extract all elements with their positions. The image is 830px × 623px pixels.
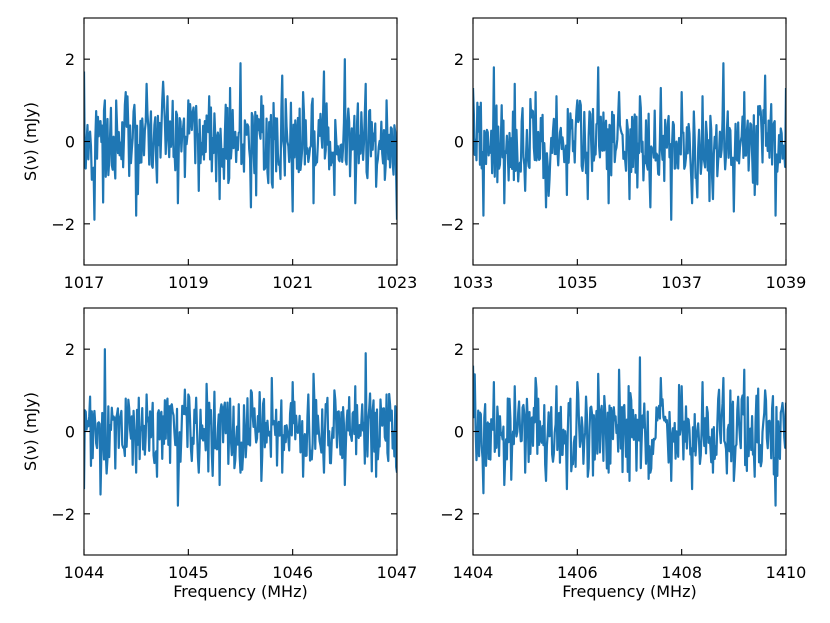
x-tick-label: 1023 [377,273,418,292]
x-tick-label: 1019 [168,273,209,292]
y-tick-label: 2 [454,50,464,69]
x-tick-label: 1408 [661,563,702,582]
y-tick-label: 0 [65,133,75,152]
x-tick-label: 1047 [377,563,418,582]
x-tick-label: 1046 [272,563,313,582]
y-tick-label: −2 [51,505,75,524]
series-line [84,58,397,221]
x-tick-label: 1410 [766,563,807,582]
y-axis-label: S(ν) (mJy) [21,102,40,181]
x-tick-label: 1033 [453,273,494,292]
series-line [473,356,786,507]
x-tick-label: 1044 [64,563,105,582]
y-tick-label: 2 [65,50,75,69]
subplot-1: 1017 1019 1021 1023 −2 0 2 S(ν) (mJy) [21,17,418,292]
y-tick-label: 2 [65,340,75,359]
x-tick-label: 1037 [661,273,702,292]
y-tick-label: −2 [440,505,464,524]
x-axis-label: Frequency (MHz) [173,582,307,601]
y-axis-label: S(ν) (mJy) [21,392,40,471]
x-tick-label: 1404 [453,563,494,582]
series-line [84,348,397,507]
y-tick-label: −2 [51,215,75,234]
y-tick-label: 2 [454,340,464,359]
x-tick-label: 1406 [557,563,598,582]
x-axis-label: Frequency (MHz) [562,582,696,601]
x-tick-label: 1017 [64,273,105,292]
subplot-2: 1033 1035 1037 1039 −2 0 2 [440,17,807,292]
x-tick-label: 1021 [272,273,313,292]
y-tick-label: −2 [440,215,464,234]
series-line [473,62,786,221]
subplot-3: 1044 1045 1046 1047 −2 0 2 Frequency (MHz) S(ν) … [21,307,418,601]
y-tick-label: 0 [65,423,75,442]
subplot-4: 1404 1406 1408 1410 −2 0 2 Frequency (MHz) [440,307,807,601]
x-tick-label: 1035 [557,273,598,292]
x-tick-label: 1045 [168,563,209,582]
y-tick-label: 0 [454,133,464,152]
y-tick-label: 0 [454,423,464,442]
x-tick-label: 1039 [766,273,807,292]
